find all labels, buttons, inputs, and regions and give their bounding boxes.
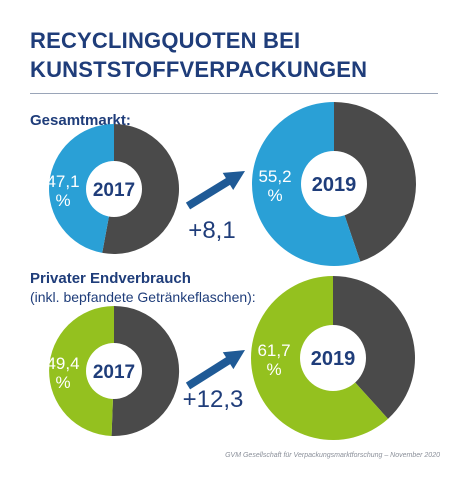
total-market-before-slice-share [49,124,114,253]
private-consumption-before-year-label: 2017 [93,362,135,383]
private-consumption-after-slice-remainder [333,276,416,419]
private-consumption-after-share-value: 61,7 [257,341,290,360]
section-label-private-consumption: Privater Endverbrauch [30,270,191,287]
private-consumption-after-share-unit: % [266,360,281,379]
private-consumption-before-share-unit: % [55,373,70,392]
private-consumption-growth-arrow [185,350,245,390]
total-market-before-share-value: 47,1 [46,172,79,191]
chart-title-line-1: RECYCLINGQUOTEN BEI [30,28,301,53]
total-market-after-hole [301,151,367,217]
private-consumption-before-slice-share [49,306,115,436]
section-subtitle-private-consumption: (inkl. bepfandete Getränkeflaschen): [30,289,256,305]
total-market-after-slice-remainder [334,102,416,262]
total-market-after-share-unit: % [267,186,282,205]
total-market-growth-arrow [185,171,245,210]
total-market-before-hole [86,161,142,217]
total-market-before-share-unit: % [55,191,70,210]
private-consumption-before-share-value: 49,4 [46,354,79,373]
source-note: GVM Gesellschaft für Verpackungsmarktfor… [225,452,440,459]
total-market-before-year-label: 2017 [93,180,135,201]
private-consumption-before-slice-remainder [111,305,180,436]
total-market-change-label: +8,1 [188,217,235,244]
private-consumption-after-year-label: 2019 [311,348,356,370]
private-consumption-after-hole [300,325,366,391]
title-divider [30,93,438,94]
private-consumption-before-hole [86,343,142,399]
chart-title: RECYCLINGQUOTEN BEI KUNSTSTOFFVERPACKUNG… [30,26,367,84]
total-market-after-share-value: 55,2 [258,167,291,186]
total-market-after-year-label: 2019 [312,174,357,196]
chart-title-line-2: KUNSTSTOFFVERPACKUNGEN [30,57,368,82]
private-consumption-change-label: +12,3 [183,386,244,413]
